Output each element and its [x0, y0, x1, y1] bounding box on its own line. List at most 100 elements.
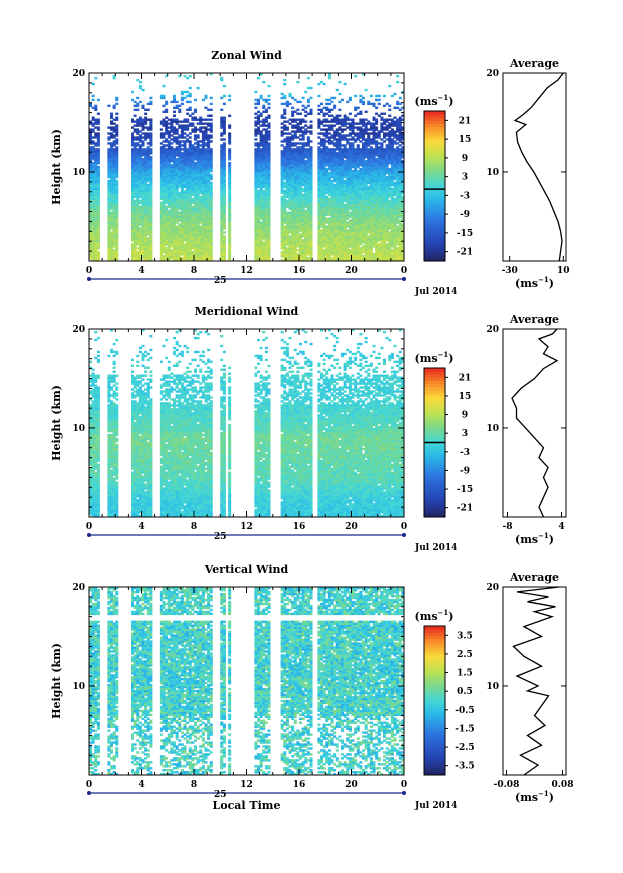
heatmap-cell: [228, 239, 232, 242]
heatmap-cell: [110, 215, 114, 218]
heatmap-cell: [107, 191, 111, 195]
heatmap-cell: [91, 122, 95, 125]
heatmap-cell: [136, 257, 140, 260]
heatmap-cell: [341, 138, 345, 141]
heatmap-cell: [267, 239, 271, 242]
heatmap-cell: [107, 187, 111, 191]
heatmap-cell: [186, 173, 190, 177]
heatmap-cell: [167, 245, 171, 248]
heatmap-cell: [264, 205, 268, 208]
heatmap-cell: [162, 134, 166, 137]
heatmap-cell: [115, 132, 119, 135]
heatmap-cell: [356, 231, 360, 234]
heatmap-cell: [201, 193, 205, 197]
heatmap-cell: [199, 205, 203, 208]
heatmap-cell: [194, 231, 198, 234]
heatmap-cell: [327, 201, 331, 205]
heatmap-cell: [351, 187, 355, 191]
heatmap-cell: [348, 193, 352, 197]
heatmap-cell: [341, 160, 345, 163]
heatmap-cell: [89, 245, 93, 248]
heatmap-cell: [320, 199, 324, 203]
heatmap-cell: [283, 102, 287, 106]
heatmap-cell: [209, 243, 213, 246]
heatmap-cell: [115, 253, 119, 256]
heatmap-cell: [343, 213, 347, 216]
heatmap-cell: [186, 181, 190, 185]
heatmap-cell: [346, 185, 350, 189]
heatmap-cell: [194, 243, 198, 246]
heatmap-cell: [162, 215, 166, 218]
heatmap-cell: [146, 128, 150, 131]
heatmap-cell: [133, 162, 137, 165]
heatmap-cell: [320, 173, 324, 177]
heatmap-cell: [262, 118, 266, 121]
heatmap-cell: [330, 213, 334, 216]
heatmap-cell: [165, 167, 169, 171]
heatmap-cell: [254, 245, 258, 248]
heatmap-cell: [262, 110, 266, 113]
heatmap-cell: [201, 243, 205, 246]
heatmap-cell: [291, 118, 295, 121]
heatmap-cell: [309, 215, 313, 218]
heatmap-cell: [330, 100, 334, 104]
heatmap-cell: [199, 128, 203, 131]
heatmap-cell: [207, 154, 211, 157]
heatmap-cell: [146, 136, 150, 139]
heatmap-cell: [183, 185, 187, 189]
heatmap-cell: [348, 150, 352, 153]
heatmap-cell: [335, 195, 339, 199]
heatmap-cell: [204, 158, 208, 161]
heatmap-cell: [162, 104, 166, 108]
heatmap-cell: [228, 158, 232, 161]
heatmap-cell: [283, 245, 287, 248]
heatmap-cell: [301, 259, 305, 262]
heatmap-cell: [167, 211, 171, 214]
heatmap-cell: [133, 154, 137, 157]
heatmap-cell: [320, 195, 324, 199]
heatmap-cell: [330, 183, 334, 187]
heatmap-cell: [199, 219, 203, 222]
heatmap-cell: [280, 171, 284, 175]
heatmap-cell: [346, 247, 350, 250]
heatmap-cell: [94, 177, 98, 181]
heatmap-cell: [144, 173, 148, 177]
heatmap-cell: [183, 183, 187, 187]
heatmap-cell: [254, 255, 258, 258]
heatmap-cell: [264, 177, 268, 181]
heatmap-cell: [327, 148, 331, 151]
heatmap-cell: [341, 243, 345, 246]
heatmap-cell: [354, 191, 358, 195]
heatmap-cell: [188, 94, 192, 98]
heatmap-cell: [254, 148, 258, 151]
heatmap-cell: [194, 187, 198, 191]
heatmap-cell: [196, 203, 200, 206]
heatmap-cell: [201, 203, 205, 206]
heatmap-cell: [112, 130, 116, 133]
heatmap-cell: [293, 203, 297, 206]
heatmap-cell: [91, 156, 95, 159]
heatmap-cell: [96, 162, 100, 165]
heatmap-cell: [149, 197, 153, 201]
heatmap-cell: [254, 183, 258, 187]
heatmap-cell: [296, 205, 300, 208]
heatmap-cell: [209, 241, 213, 244]
heatmap-cell: [94, 225, 98, 228]
heatmap-cell: [138, 181, 142, 185]
heatmap-cell: [285, 128, 289, 131]
heatmap-cell: [341, 148, 345, 151]
heatmap-cell: [112, 74, 116, 78]
heatmap-cell: [110, 205, 114, 208]
heatmap-cell: [254, 235, 258, 238]
heatmap-cell: [191, 211, 195, 214]
heatmap-cell: [115, 251, 119, 254]
heatmap-cell: [299, 195, 303, 199]
heatmap-cell: [178, 239, 182, 242]
heatmap-cell: [146, 207, 150, 210]
heatmap-cell: [322, 164, 326, 167]
heatmap-cell: [285, 217, 289, 220]
heatmap-cell: [222, 225, 226, 228]
heatmap-cell: [144, 213, 148, 216]
heatmap-cell: [280, 225, 284, 228]
heatmap-cell: [112, 209, 116, 212]
